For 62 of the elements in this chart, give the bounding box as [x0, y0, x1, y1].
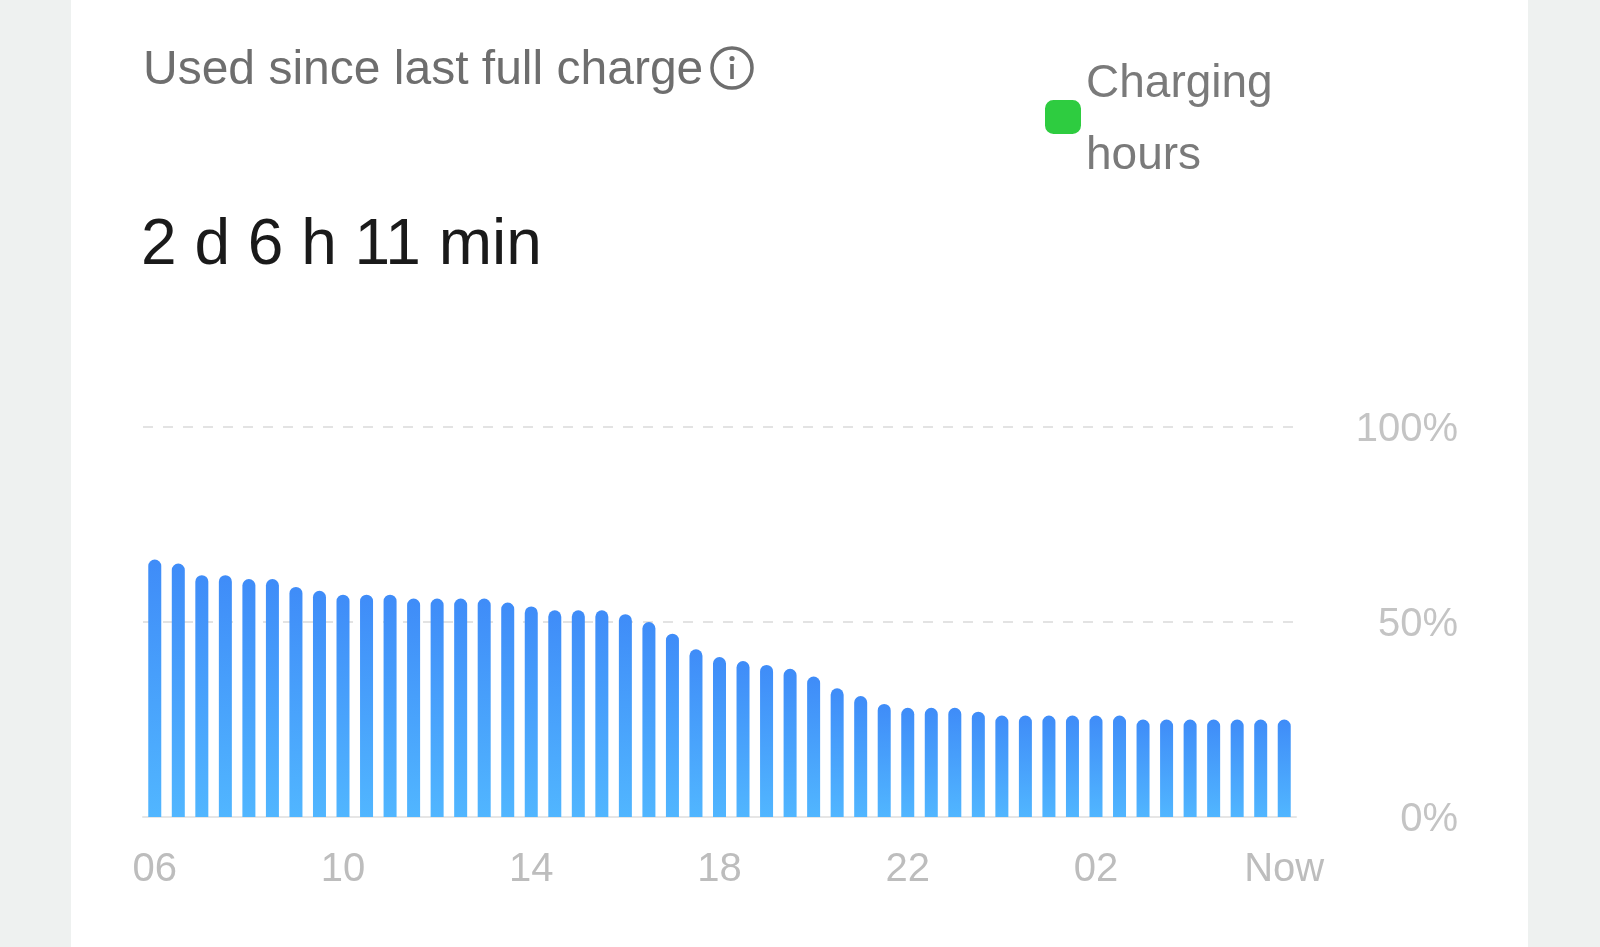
bar: [430, 598, 444, 817]
x-tick-label: 18: [697, 845, 742, 889]
bar: [807, 676, 821, 817]
bar: [854, 696, 868, 817]
y-tick-label: 0%: [1400, 795, 1458, 839]
bar: [571, 610, 585, 817]
chart-subtitle: 2 d 6 h 11 min: [141, 205, 542, 279]
bar: [477, 598, 491, 817]
bar: [195, 575, 209, 817]
bar: [1042, 715, 1056, 817]
bar: [1207, 719, 1221, 817]
bar: [218, 575, 232, 817]
bar: [383, 594, 397, 817]
x-tick-label: 10: [320, 845, 366, 889]
bar: [1183, 719, 1197, 817]
bar: [1089, 715, 1103, 817]
bar: [265, 579, 279, 817]
bar: [312, 590, 326, 817]
bar: [713, 657, 726, 817]
bar: [665, 633, 679, 817]
bar: [924, 707, 938, 817]
bar: [1065, 715, 1079, 817]
y-tick-label: 100%: [1355, 405, 1458, 449]
bar: [1113, 715, 1127, 817]
bar: [1277, 719, 1291, 817]
y-tick-label: 50%: [1377, 600, 1458, 644]
bar: [454, 598, 468, 817]
bar: [1136, 719, 1150, 817]
bar: [595, 610, 609, 817]
bar: [971, 711, 985, 817]
x-tick-label: 06: [132, 845, 178, 889]
chart-title: Used since last full charge: [143, 40, 704, 95]
bar: [1230, 719, 1244, 817]
bar: [289, 586, 303, 817]
bar: [1254, 719, 1268, 817]
bar: [360, 594, 374, 817]
bar: [1018, 715, 1032, 817]
bar: [524, 606, 538, 817]
bar: [830, 688, 844, 817]
bar: [618, 614, 632, 817]
bar: [948, 707, 962, 817]
bar: [689, 649, 703, 817]
bar: [1160, 719, 1174, 817]
x-tick-label: 22: [885, 845, 930, 889]
bar: [242, 579, 256, 817]
legend-label: Charging hours: [1086, 55, 1286, 179]
bar: [336, 594, 350, 817]
bar: [407, 598, 421, 817]
bar: [548, 610, 562, 817]
bar: [995, 715, 1009, 817]
bar: [642, 622, 656, 817]
x-tick-label: 14: [509, 845, 554, 889]
bar: [783, 668, 797, 817]
bar: [760, 664, 774, 817]
bar: [148, 559, 162, 817]
bar: [501, 602, 515, 817]
x-tick-label: 02: [1073, 845, 1119, 889]
bar: [171, 563, 185, 817]
bar: [736, 661, 750, 817]
x-tick-label: Now: [1244, 845, 1325, 889]
bar: [901, 707, 915, 817]
bar: [877, 703, 891, 817]
